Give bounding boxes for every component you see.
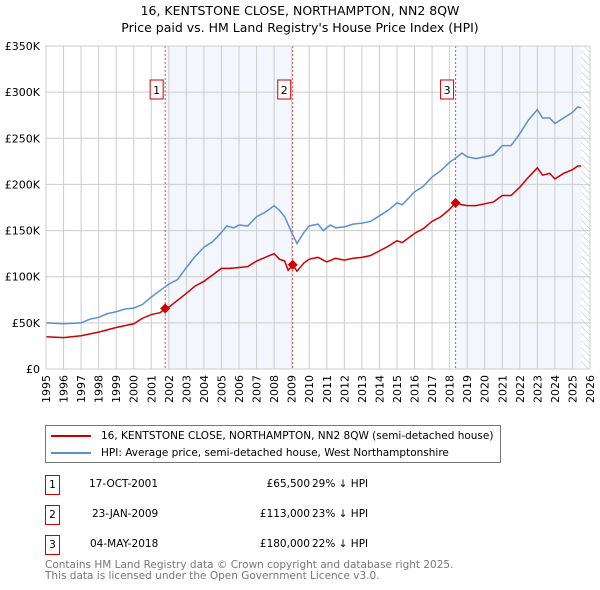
x-tick-label: 1998 xyxy=(93,375,106,403)
y-tick-label: £300K xyxy=(5,86,41,99)
transaction-date: 04-MAY-2018 xyxy=(90,538,159,550)
legend-swatch-blue xyxy=(51,452,91,454)
transaction-hpi: 29% ↓ HPI xyxy=(312,478,369,490)
x-tick-label: 2006 xyxy=(233,375,246,403)
x-tick-label: 2024 xyxy=(549,375,562,403)
sale-badge xyxy=(149,79,164,100)
transaction-badge: 1 xyxy=(45,475,60,495)
x-tick-label: 1999 xyxy=(110,375,123,403)
price-paid-line xyxy=(45,165,582,339)
legend-label: HPI: Average price, semi-detached house,… xyxy=(101,447,449,459)
transaction-hpi: 23% ↓ HPI xyxy=(312,508,369,520)
x-tick-label: 2025 xyxy=(566,375,579,403)
transaction-hpi: 22% ↓ HPI xyxy=(312,538,369,550)
transaction-price: £180,000 xyxy=(259,538,310,550)
transaction-price: £113,000 xyxy=(259,508,310,520)
plot-border xyxy=(45,45,591,370)
y-tick-label: £0 xyxy=(26,363,40,376)
footer-licence: This data is licensed under the Open Gov… xyxy=(45,570,380,582)
y-tick-label: £250K xyxy=(5,132,41,145)
x-tick-label: 1995 xyxy=(40,375,53,403)
y-tick-label: £200K xyxy=(5,178,41,191)
x-tick-label: 2026 xyxy=(584,375,597,403)
chart-subtitle: Price paid vs. HM Land Registry's House … xyxy=(121,20,479,35)
price-chart: 1995 1996 1997 1998 1999 2000 2001 2002 2003 2004… xyxy=(5,40,597,403)
x-tick-label: 2011 xyxy=(321,375,334,403)
transaction-row: 3 04-MAY-2018 £180,000 22% ↓ HPI xyxy=(45,535,445,555)
footer: Contains HM Land Registry data © Crown c… xyxy=(45,560,453,582)
x-tick-label: 1996 xyxy=(58,375,71,403)
x-tick-label: 2014 xyxy=(373,375,386,403)
sale-point xyxy=(287,259,298,270)
x-tick-label: 2020 xyxy=(479,375,492,403)
sale-badge xyxy=(440,79,455,100)
chart-title: 16, KENTSTONE CLOSE, NORTHAMPTON, NN2 8Q… xyxy=(140,3,460,18)
transaction-price: £65,500 xyxy=(266,478,310,490)
y-tick-label: £100K xyxy=(5,271,41,284)
sale-badge xyxy=(277,79,292,100)
x-tick-label: 2004 xyxy=(198,375,211,403)
sale-point xyxy=(160,303,171,314)
x-tick-label: 2012 xyxy=(338,375,351,403)
x-tick-label: 2018 xyxy=(444,375,457,403)
y-tick-label: £150K xyxy=(5,225,41,238)
legend-swatch-red xyxy=(51,435,91,437)
sale-badge-label: 2 xyxy=(281,84,288,97)
y-tick-label: £50K xyxy=(12,317,41,330)
x-tick-label: 2016 xyxy=(409,375,422,403)
x-tick-label: 2010 xyxy=(303,375,316,403)
footer-copyright: Contains HM Land Registry data © Crown c… xyxy=(45,559,454,571)
sale-badge-label: 1 xyxy=(153,84,160,97)
x-tick-label: 2019 xyxy=(461,375,474,403)
x-tick-label: 2000 xyxy=(128,375,141,403)
x-tick-label: 1997 xyxy=(75,375,88,403)
x-tick-label: 2008 xyxy=(268,375,281,403)
x-tick-label: 2005 xyxy=(215,375,228,403)
transaction-date: 23-JAN-2009 xyxy=(92,508,159,520)
legend: 16, KENTSTONE CLOSE, NORTHAMPTON, NN2 8Q… xyxy=(45,425,501,463)
x-tick-label: 2009 xyxy=(286,375,299,403)
transaction-badge: 2 xyxy=(45,505,60,525)
legend-item-property: 16, KENTSTONE CLOSE, NORTHAMPTON, NN2 8Q… xyxy=(51,428,493,444)
hpi-line xyxy=(45,106,582,325)
x-tick-label: 2023 xyxy=(531,375,544,403)
x-tick-label: 2015 xyxy=(391,375,404,403)
x-tick-label: 2021 xyxy=(496,375,509,403)
x-tick-label: 2002 xyxy=(163,375,176,403)
transaction-row: 2 23-JAN-2009 £113,000 23% ↓ HPI xyxy=(45,505,445,525)
x-tick-label: 2017 xyxy=(426,375,439,403)
forecast-hatch xyxy=(581,46,590,369)
y-tick-label: £350K xyxy=(5,40,41,53)
transaction-date: 17-OCT-2001 xyxy=(89,478,158,490)
x-tick-label: 2007 xyxy=(251,375,264,403)
legend-label: 16, KENTSTONE CLOSE, NORTHAMPTON, NN2 8Q… xyxy=(101,430,494,442)
shaded-range xyxy=(455,46,582,369)
transaction-badge: 3 xyxy=(45,535,60,555)
sale-point xyxy=(450,197,461,208)
x-tick-label: 2003 xyxy=(180,375,193,403)
x-tick-label: 2001 xyxy=(145,375,158,403)
sale-badge-label: 3 xyxy=(444,84,451,97)
transaction-row: 1 17-OCT-2001 £65,500 29% ↓ HPI xyxy=(45,475,445,495)
x-tick-label: 2022 xyxy=(514,375,527,403)
legend-item-hpi: HPI: Average price, semi-detached house,… xyxy=(51,445,449,461)
x-tick-label: 2013 xyxy=(356,375,369,403)
